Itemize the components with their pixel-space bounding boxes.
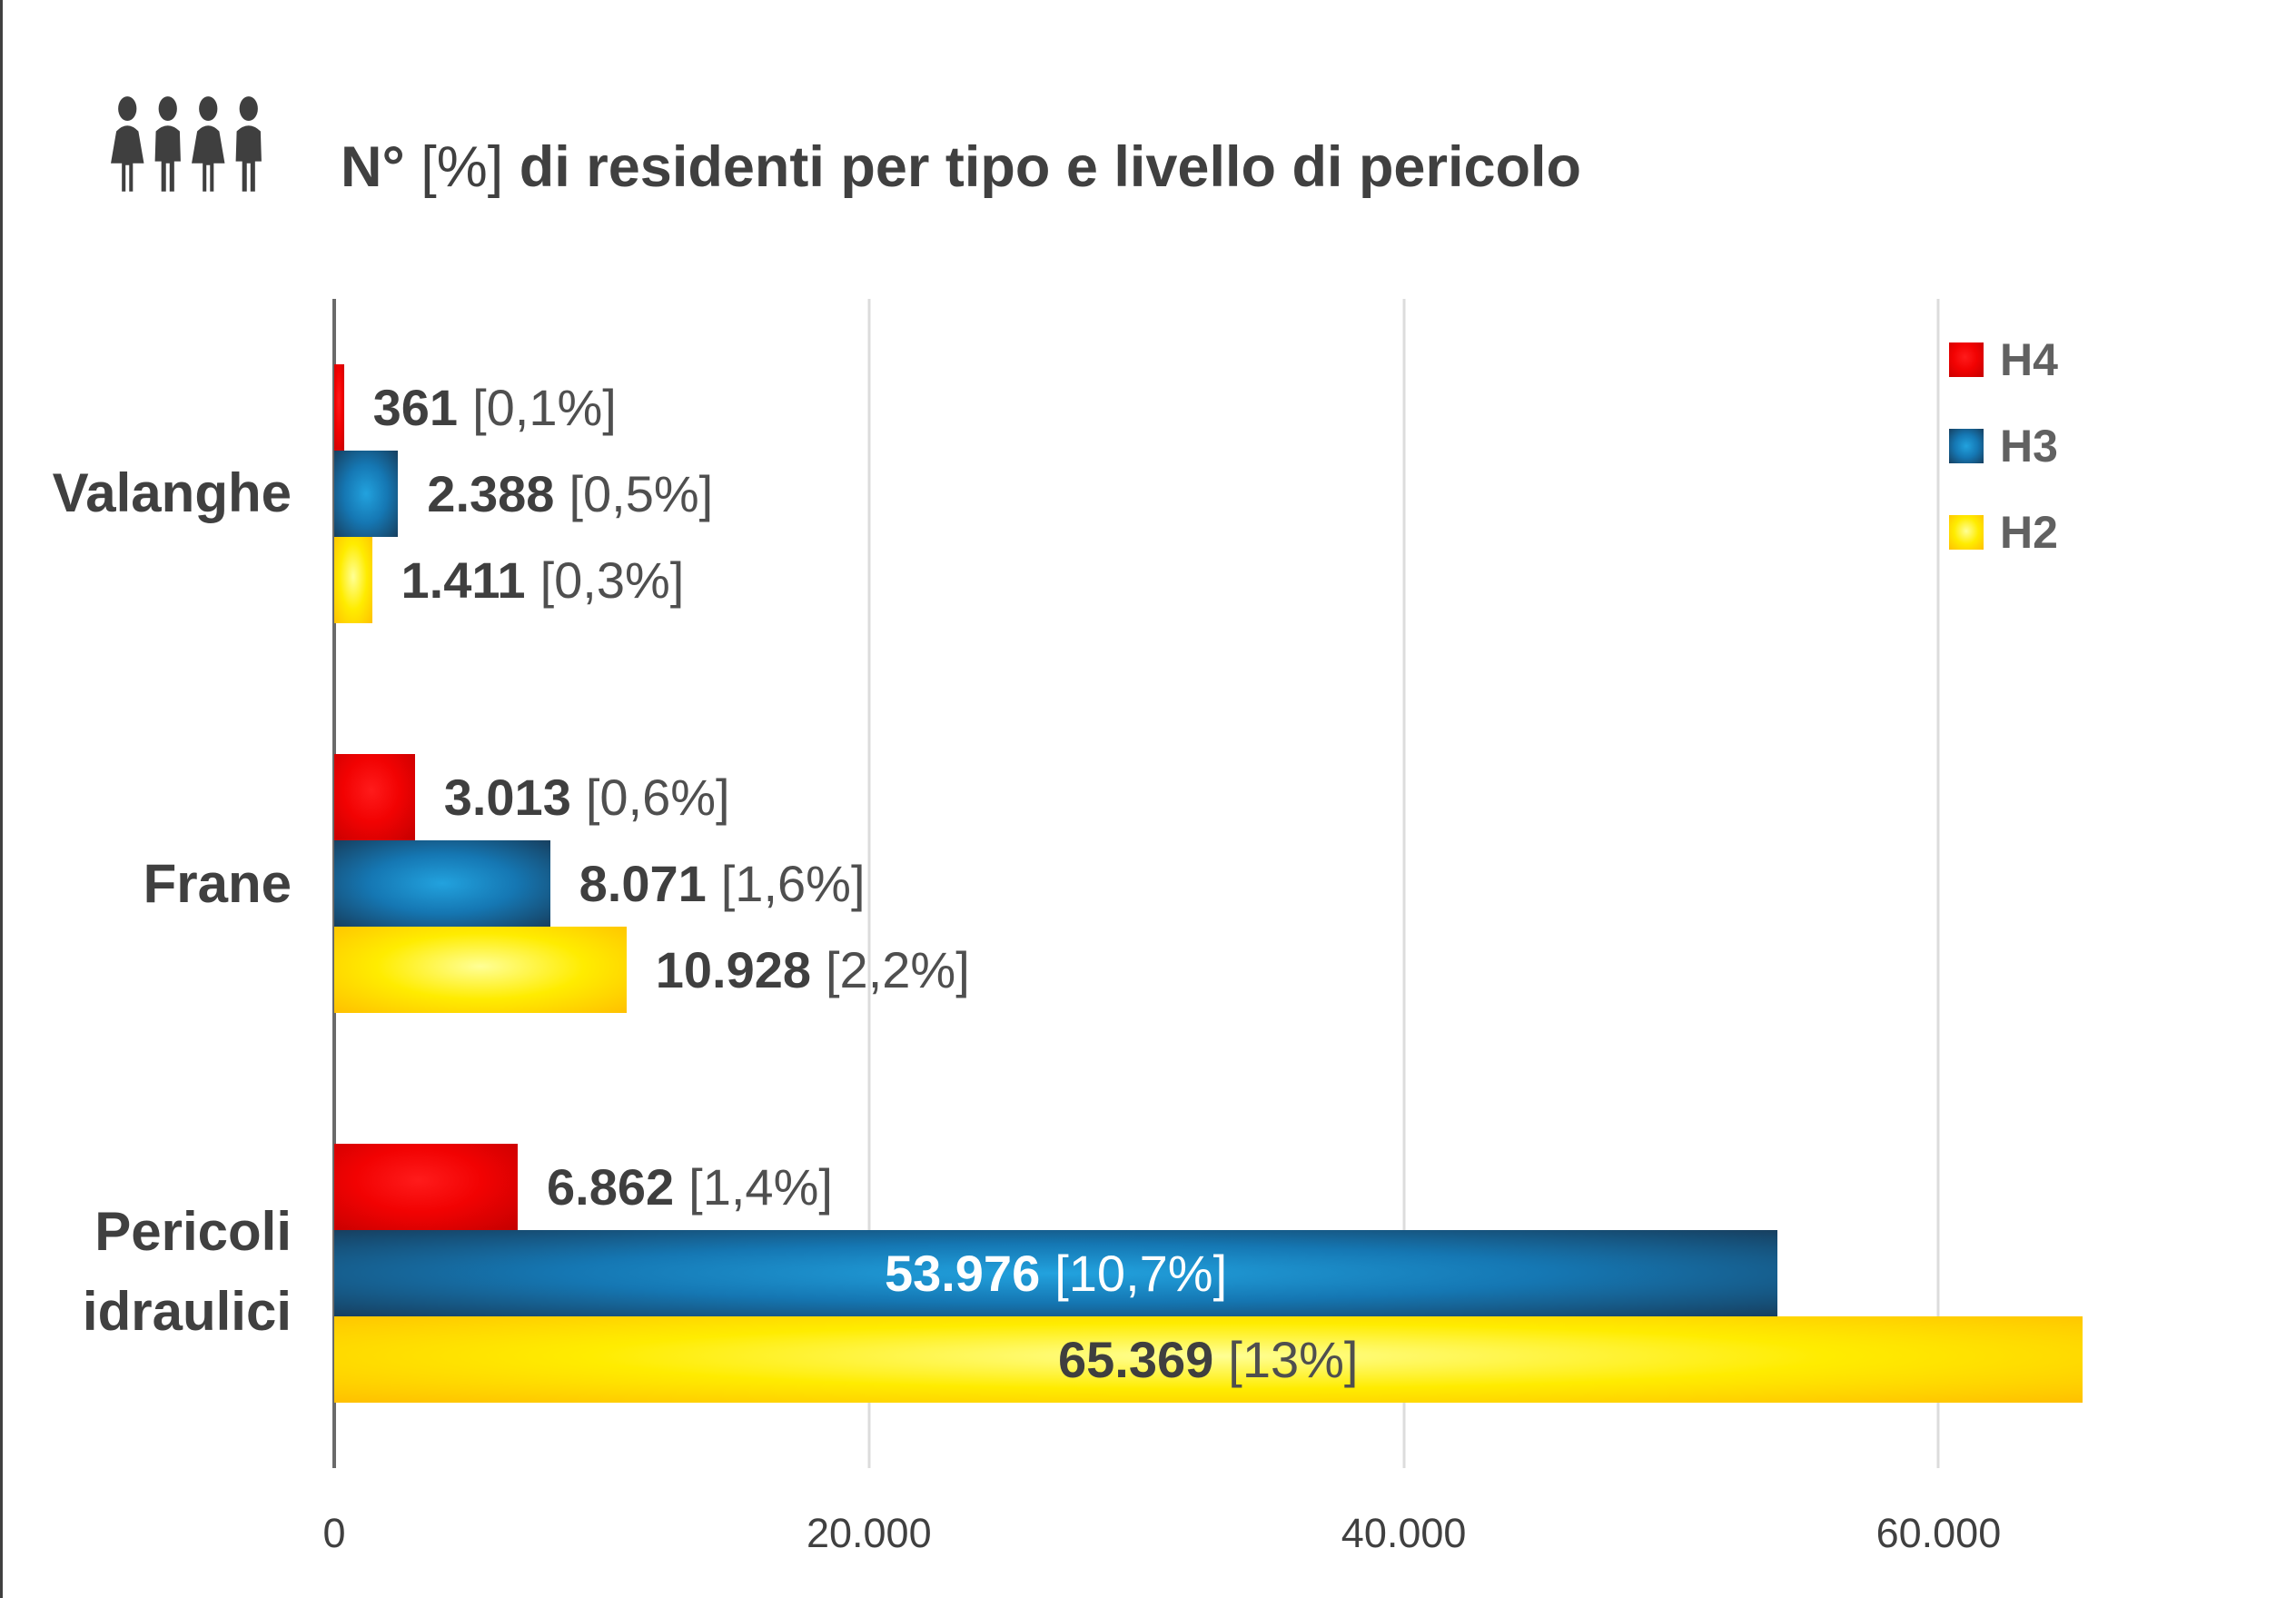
legend-swatch-h2 [1949,514,1984,550]
legend-label-h3: H3 [2000,420,2058,471]
legend: H4 H3 H2 [1949,316,2058,575]
x-tick-40000: 40.000 [1341,1510,1467,1556]
gridline-40000 [1402,299,1406,1468]
bar-group-pericoli-idraulici: 6.862 [1,4%] 53.976 [10,7%] 65.369 [13%] [334,1144,2246,1403]
bar-row: 8.071 [1,6%] [334,840,2246,927]
gridline-60000 [1936,299,1940,1468]
legend-item-h4: H4 [1949,316,2058,402]
category-line-1: Pericoli [94,1201,292,1262]
x-tick-60000: 60.000 [1875,1510,2002,1556]
plot-area: 361 [0,1%] 2.388 [0,5%] 1.411 [0,3%] [332,299,2246,1468]
bar-group-frane: 3.013 [0,6%] 8.071 [1,6%] 10.928 [2,2%] [334,754,2246,1013]
bar-label-pericoli-h3: 53.976 [10,7%] [884,1245,1228,1302]
bar-row: 53.976 [10,7%] [334,1230,2246,1316]
category-label-valanghe: Valanghe [52,462,292,523]
bar-label-valanghe-h3: 2.388 [0,5%] [427,465,714,522]
title-bracket: [%] [421,135,504,199]
bar-label-valanghe-h2: 1.411 [0,3%] [401,551,685,609]
bar-valanghe-h4 [334,364,344,451]
title-text: di residenti per tipo e livello di peric… [519,135,1581,199]
bar-pericoli-h2: 65.369 [13%] [334,1316,2083,1403]
bar-label-valanghe-h4: 361 [0,1%] [372,379,617,436]
bar-valanghe-h2 [334,537,372,623]
bar-label-pericoli-h2: 65.369 [13%] [1058,1331,1359,1388]
bar-frane-h4 [334,754,415,840]
legend-item-h3: H3 [1949,402,2058,489]
legend-swatch-h3 [1949,428,1984,463]
bar-label-frane-h2: 10.928 [2,2%] [655,941,970,998]
bar-pericoli-h4 [334,1144,519,1230]
title-prefix: N° [341,135,405,199]
x-tick-20000: 20.000 [806,1510,932,1556]
x-tick-0: 0 [322,1510,346,1556]
bar-row: 2.388 [0,5%] [334,451,2246,537]
bar-row: 6.862 [1,4%] [334,1144,2246,1230]
gridline-20000 [867,299,871,1468]
bar-row: 1.411 [0,3%] [334,537,2246,623]
bar-label-pericoli-h4: 6.862 [1,4%] [547,1158,833,1216]
category-line-2: idraulici [82,1281,292,1342]
bar-valanghe-h3 [334,451,399,537]
legend-label-h2: H2 [2000,506,2058,558]
bar-row: 10.928 [2,2%] [334,927,2246,1013]
chart-title: N° [%] di residenti per tipo e livello d… [341,134,1581,200]
legend-label-h4: H4 [2000,333,2058,385]
bar-group-valanghe: 361 [0,1%] 2.388 [0,5%] 1.411 [0,3%] [334,364,2246,623]
bar-label-frane-h3: 8.071 [1,6%] [579,855,866,912]
bar-row: 65.369 [13%] [334,1316,2246,1403]
x-axis: 0 20.000 40.000 60.000 [322,1510,2246,1573]
bar-row: 3.013 [0,6%] [334,754,2246,840]
category-label-frane: Frane [143,853,292,914]
bar-label-frane-h4: 3.013 [0,6%] [443,769,730,826]
legend-swatch-h4 [1949,342,1984,377]
bar-row: 361 [0,1%] [334,364,2246,451]
legend-item-h2: H2 [1949,489,2058,575]
bar-frane-h3 [334,840,550,927]
people-group-icon [111,96,262,192]
bar-frane-h2 [334,927,627,1013]
bar-pericoli-h3: 53.976 [10,7%] [334,1230,1778,1316]
category-label-pericoli-idraulici: Pericoli idraulici [3,1192,292,1352]
